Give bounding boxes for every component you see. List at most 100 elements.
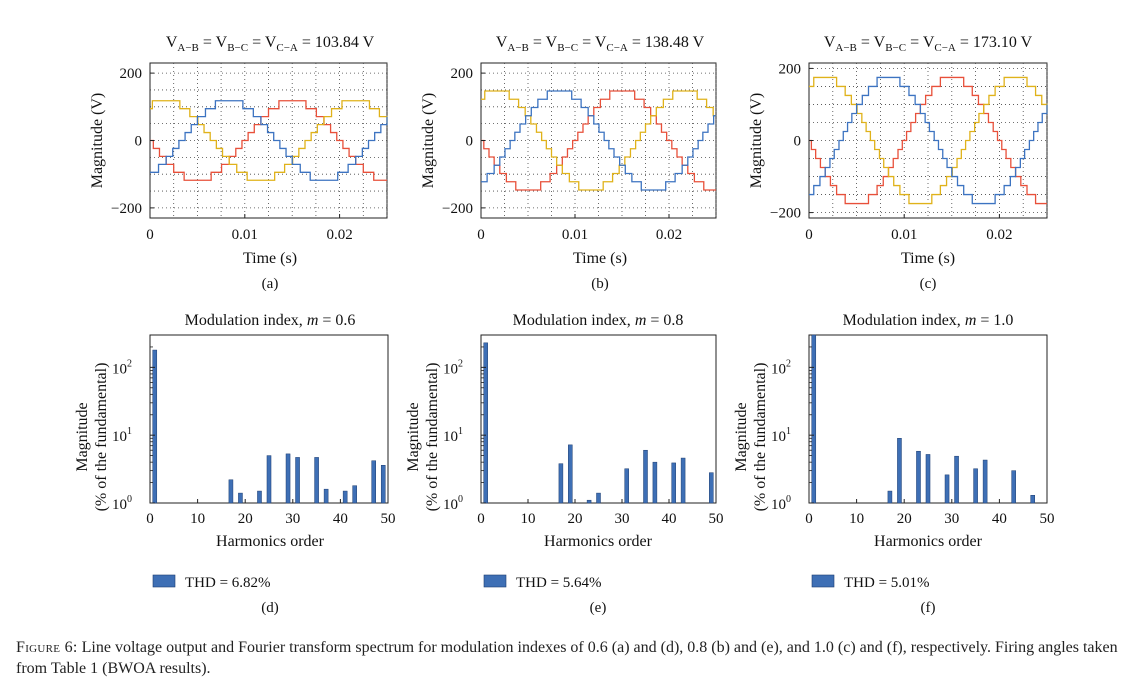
x-tick-label: 30	[944, 511, 959, 527]
x-tick-label: 50	[709, 511, 724, 527]
panel-label: (d)	[261, 600, 279, 616]
y-axis-label: Magnitude (V)	[420, 93, 437, 189]
x-tick-label: 0.01	[232, 227, 258, 243]
y-axis-label: Magnitude (% of the fundamental)	[405, 363, 441, 512]
x-tick-label: 20	[238, 511, 253, 527]
plot-frame	[480, 62, 717, 219]
harmonic-bar	[811, 334, 817, 504]
x-tick-label: 40	[662, 511, 677, 527]
y-tick-label: −200	[770, 206, 801, 222]
harmonic-bar	[586, 499, 592, 504]
plot-frame	[149, 62, 388, 219]
harmonic-bar	[152, 349, 158, 504]
y-tick-label: 200	[451, 66, 474, 82]
x-tick-label: 20	[568, 511, 583, 527]
chart-title: Modulation index, m = 0.6	[185, 312, 356, 329]
chart-title: Modulation index, m = 0.8	[513, 312, 684, 329]
x-axis-label: Harmonics order	[874, 533, 983, 550]
harmonic-bar	[1011, 470, 1016, 504]
harmonic-bar	[295, 457, 300, 504]
x-tick-label: 0.01	[891, 227, 917, 243]
plot-frame	[480, 334, 717, 504]
y-tick-label: −200	[111, 201, 142, 217]
series-line-v-b-c	[809, 76, 1048, 205]
harmonic-bar	[671, 462, 676, 504]
y-axis-label: Magnitude (V)	[89, 93, 106, 189]
harmonic-bar	[916, 450, 921, 504]
bar-chart-e: 0 10 20 30 40 50 100 101 102 Modulation index, m …	[405, 312, 724, 616]
harmonic-bar	[314, 457, 319, 504]
x-tick-label: 0	[477, 227, 485, 243]
legend-label: THD = 5.01%	[844, 575, 930, 591]
x-tick-label: 0	[805, 227, 813, 243]
y-tick-label: 101	[771, 426, 791, 445]
x-tick-label: 50	[1040, 511, 1055, 527]
chart-title: VA−B = VB−C = VC−A = 138.48 V	[496, 34, 705, 54]
caption-label: Figure 6:	[16, 639, 78, 656]
chart-title: Modulation index, m = 1.0	[843, 312, 1014, 329]
x-tick-label: 0	[805, 511, 813, 527]
x-tick-label: 30	[285, 511, 300, 527]
figure-caption: Figure 6: Line voltage output and Fourie…	[16, 637, 1121, 679]
legend-swatch	[152, 574, 176, 588]
x-axis-label: Time (s)	[573, 250, 627, 267]
panel-label: (f)	[921, 600, 936, 616]
y-tick-label: 0	[135, 134, 143, 150]
harmonic-bar	[483, 342, 488, 504]
y-tick-label: 100	[112, 494, 132, 513]
x-axis-label: Time (s)	[901, 250, 955, 267]
harmonic-bar	[558, 463, 564, 504]
x-tick-label: 40	[333, 511, 348, 527]
harmonic-bar	[257, 490, 262, 504]
panel-label: (b)	[591, 276, 609, 292]
plot-frame	[808, 62, 1048, 219]
x-tick-label: 0	[477, 511, 485, 527]
series-line-v-a-b	[809, 76, 1047, 205]
harmonic-bar	[982, 459, 988, 504]
x-axis-label: Harmonics order	[216, 533, 325, 550]
harmonic-bar	[643, 449, 648, 504]
harmonic-bar	[624, 468, 629, 504]
series-line-v-c-a	[150, 100, 388, 181]
harmonic-bar	[380, 465, 386, 504]
x-tick-label: 50	[381, 511, 396, 527]
y-tick-label: 100	[443, 494, 463, 513]
harmonic-bar	[1030, 495, 1035, 504]
harmonic-bar	[568, 444, 573, 504]
harmonic-bar	[887, 490, 893, 504]
y-tick-label: 0	[466, 134, 474, 150]
y-tick-label: 100	[771, 494, 791, 513]
chart-title: VA−B = VB−C = VC−A = 103.84 V	[166, 34, 375, 54]
y-tick-label: 101	[112, 426, 132, 445]
harmonic-bar	[680, 457, 686, 504]
harmonic-bar	[897, 438, 902, 504]
harmonic-bar	[973, 468, 978, 504]
series-line-v-b-c	[150, 100, 388, 181]
x-tick-label: 20	[897, 511, 912, 527]
x-axis-label: Time (s)	[243, 250, 297, 267]
harmonic-bar	[352, 485, 357, 504]
y-tick-label: 200	[779, 61, 802, 77]
harmonic-bar	[285, 453, 291, 504]
series-line-v-a-b	[150, 100, 387, 181]
series-line-v-b-c	[481, 90, 716, 191]
harmonic-bar	[925, 454, 931, 504]
y-tick-label: 101	[443, 426, 463, 445]
legend-swatch	[483, 574, 507, 588]
caption-text: Line voltage output and Fourier transfor…	[16, 639, 1118, 677]
y-axis-label: Magnitude (% of the fundamental)	[74, 363, 110, 512]
y-axis-label: Magnitude (V)	[748, 93, 765, 189]
x-tick-label: 40	[992, 511, 1007, 527]
x-tick-label: 0.02	[656, 227, 682, 243]
x-tick-label: 0	[146, 227, 154, 243]
harmonic-bar	[228, 479, 234, 504]
x-tick-label: 0.02	[986, 227, 1012, 243]
harmonic-bar	[954, 455, 959, 504]
harmonic-bar	[596, 492, 601, 504]
y-tick-label: −200	[442, 201, 473, 217]
harmonic-bar	[323, 488, 329, 504]
y-tick-label: 102	[771, 358, 791, 377]
y-tick-label: 102	[443, 358, 463, 377]
